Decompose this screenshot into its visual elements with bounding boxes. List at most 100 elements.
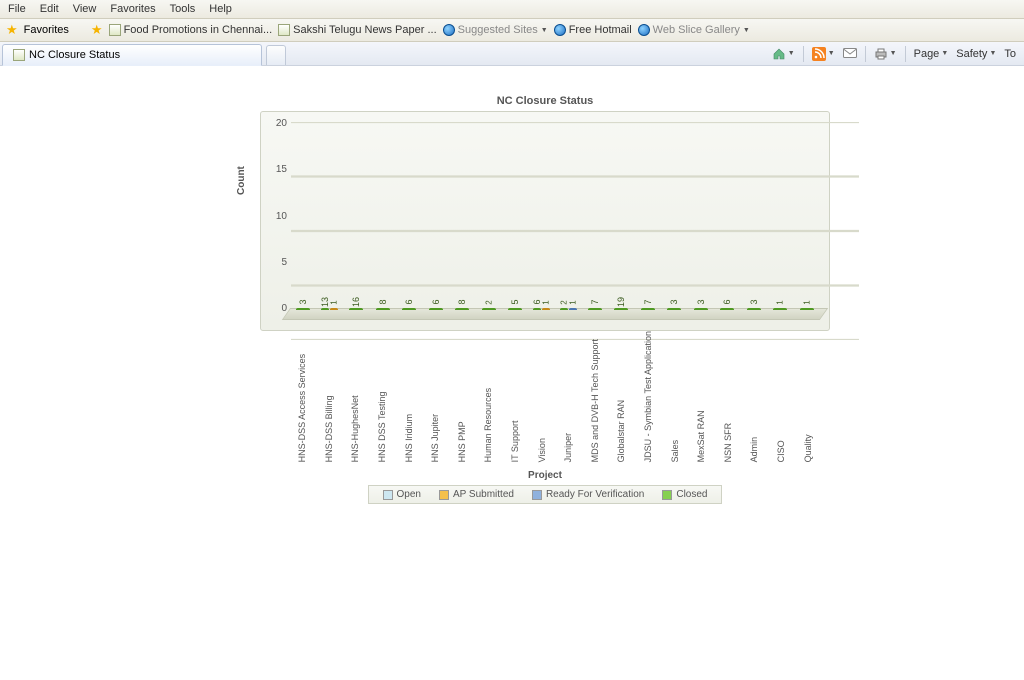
feeds-button[interactable]: ▼ bbox=[812, 47, 835, 61]
bar-value-label: 2 bbox=[559, 300, 568, 304]
bar-closed: 6 bbox=[533, 308, 541, 310]
bar-group: 3 bbox=[742, 308, 767, 310]
bar-closed: 6 bbox=[402, 308, 416, 310]
legend-item-open: Open bbox=[383, 489, 421, 500]
bar-closed: 1 bbox=[800, 308, 814, 310]
x-label: Admin bbox=[742, 331, 767, 464]
favorites-label[interactable]: Favorites bbox=[24, 24, 69, 36]
bar-closed: 2 bbox=[482, 308, 496, 310]
favorites-star-icon[interactable]: ★ bbox=[6, 22, 18, 38]
bar-closed: 3 bbox=[747, 308, 761, 310]
x-label: HNS Iridium bbox=[396, 331, 421, 464]
bar-group: 1 bbox=[795, 308, 820, 310]
dropdown-icon: ▼ bbox=[743, 27, 750, 34]
legend-swatch bbox=[383, 490, 393, 500]
ytick: 15 bbox=[265, 164, 287, 175]
bar-group: 16 bbox=[344, 308, 369, 310]
link-label: Web Slice Gallery bbox=[653, 24, 740, 36]
bar-closed: 3 bbox=[296, 308, 310, 310]
bar-value-label: 3 bbox=[669, 299, 679, 304]
chart-legend: Open AP Submitted Ready For Verification… bbox=[368, 485, 723, 504]
bar-group: 7 bbox=[636, 308, 661, 310]
add-favorite-star-icon[interactable]: ★ bbox=[91, 22, 103, 38]
menu-file[interactable]: File bbox=[8, 3, 26, 15]
bar-group: 8 bbox=[450, 308, 475, 310]
bar-value-label: 6 bbox=[722, 299, 732, 304]
cmd-label: To bbox=[1004, 48, 1016, 60]
x-label-text: CISO bbox=[776, 331, 786, 464]
bar-ap: 1 bbox=[542, 308, 550, 310]
browser-tab[interactable]: NC Closure Status bbox=[2, 44, 262, 66]
new-tab-button[interactable] bbox=[266, 45, 286, 65]
link-label: Free Hotmail bbox=[569, 24, 632, 36]
bar-group: 21 bbox=[556, 308, 581, 310]
bar-group: 61 bbox=[530, 308, 555, 310]
x-label-text: HNS Iridium bbox=[404, 331, 414, 464]
bar-closed: 13 bbox=[321, 308, 329, 310]
bar-group: 6 bbox=[424, 308, 449, 310]
bar-value-label: 1 bbox=[776, 300, 785, 304]
legend-item-closed: Closed bbox=[662, 489, 707, 500]
link-label: Food Promotions in Chennai... bbox=[124, 24, 273, 36]
mail-button[interactable] bbox=[843, 48, 857, 60]
bar-value-label: 2 bbox=[484, 300, 493, 304]
bar-closed: 16 bbox=[349, 308, 363, 310]
bar-value-label: 7 bbox=[590, 299, 600, 304]
bar-ap: 1 bbox=[330, 308, 338, 310]
legend-swatch bbox=[439, 490, 449, 500]
menu-view[interactable]: View bbox=[73, 3, 97, 15]
safety-menu[interactable]: Safety ▼ bbox=[956, 48, 996, 60]
menu-help[interactable]: Help bbox=[209, 3, 232, 15]
x-label: MexSat RAN bbox=[689, 331, 714, 464]
x-label-text: HNS-HughesNet bbox=[350, 331, 360, 464]
x-label-text: MDS and DVB-H Tech Support bbox=[590, 331, 600, 464]
legend-item-ap: AP Submitted bbox=[439, 489, 514, 500]
x-label-text: Human Resources bbox=[483, 331, 493, 464]
bar-value-label: 7 bbox=[643, 299, 653, 304]
chart-title: NC Closure Status bbox=[260, 95, 830, 107]
print-button[interactable]: ▼ bbox=[874, 47, 897, 61]
bar-closed: 6 bbox=[720, 308, 734, 310]
tools-menu[interactable]: To bbox=[1004, 48, 1016, 60]
ie-icon bbox=[554, 24, 566, 36]
page-menu[interactable]: Page ▼ bbox=[914, 48, 949, 60]
menu-edit[interactable]: Edit bbox=[40, 3, 59, 15]
menu-tools[interactable]: Tools bbox=[170, 3, 196, 15]
bar-value-label: 8 bbox=[378, 299, 388, 304]
command-bar: ▼ ▼ ▼ Page ▼ Safety ▼ To bbox=[758, 42, 1024, 65]
x-label-text: HNS DSS Testing bbox=[377, 331, 387, 464]
x-label-text: NSN SFR bbox=[723, 331, 733, 464]
bar-group: 7 bbox=[583, 308, 608, 310]
x-label-text: Globalstar RAN bbox=[616, 331, 626, 464]
x-label-text: HNS-DSS Billing bbox=[324, 331, 334, 464]
link-suggested-sites[interactable]: Suggested Sites ▼ bbox=[443, 24, 548, 36]
ytick: 10 bbox=[265, 211, 287, 222]
x-label: Juniper bbox=[556, 331, 581, 464]
chart-y-ticks: 20 15 10 5 0 bbox=[265, 118, 287, 314]
bar-value-label: 16 bbox=[351, 297, 361, 307]
dropdown-icon: ▼ bbox=[541, 27, 548, 34]
bar-closed: 1 bbox=[773, 308, 787, 310]
x-label-text: HNS Jupiter bbox=[430, 331, 440, 464]
bar-group: 131 bbox=[318, 308, 343, 310]
cmd-label: Safety bbox=[956, 48, 987, 60]
link-sakshi-news[interactable]: Sakshi Telugu News Paper ... bbox=[278, 24, 436, 36]
bar-closed: 7 bbox=[588, 308, 602, 310]
legend-label: AP Submitted bbox=[453, 489, 514, 500]
link-web-slice-gallery[interactable]: Web Slice Gallery ▼ bbox=[638, 24, 750, 36]
bar-group: 1 bbox=[768, 308, 793, 310]
x-label: HNS PMP bbox=[450, 331, 475, 464]
link-free-hotmail[interactable]: Free Hotmail bbox=[554, 24, 632, 36]
x-label: Vision bbox=[529, 331, 554, 464]
bar-group: 19 bbox=[609, 308, 634, 310]
bar-group: 2 bbox=[477, 308, 502, 310]
home-button[interactable]: ▼ bbox=[772, 47, 795, 61]
bar-value-label: 3 bbox=[696, 299, 706, 304]
menu-favorites[interactable]: Favorites bbox=[110, 3, 155, 15]
ytick: 20 bbox=[265, 118, 287, 129]
link-label: Suggested Sites bbox=[458, 24, 538, 36]
x-label-text: IT Support bbox=[510, 331, 520, 464]
link-food-promotions[interactable]: Food Promotions in Chennai... bbox=[109, 24, 273, 36]
x-label-text: Quality bbox=[803, 331, 813, 464]
chart-x-labels: HNS-DSS Access ServicesHNS-DSS BillingHN… bbox=[290, 331, 820, 464]
